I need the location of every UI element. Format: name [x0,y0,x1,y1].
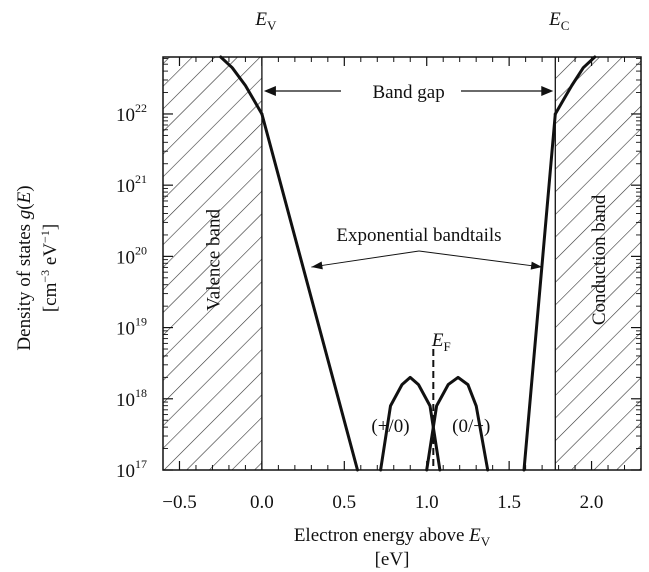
x-tick-label: 0.0 [250,492,274,513]
ec-marker-label: EC [548,9,569,33]
y-tick-label: 1021 [116,172,147,197]
dos-curve-5 [553,55,597,116]
valence-band-label: Valence band [203,209,224,311]
x-tick-label: 1.0 [415,492,439,513]
y-axis-unit: [cm−3 eV−1] [38,224,61,312]
bandtails-label: Exponential bandtails [336,225,501,246]
acceptor-state-label: (0/−) [452,416,490,437]
band-gap-arrowhead-left [263,86,276,96]
y-axis-ticks: 1017 1018 1019 1020 1021 1022 [116,58,641,482]
conduction-band-region [555,57,641,470]
x-tick-label: −0.5 [162,492,196,513]
dos-curve-4 [522,112,557,472]
bandtails-arrowhead-left [311,261,323,270]
y-tick-label: 1022 [116,101,147,126]
conduction-band-label: Conduction band [589,194,610,325]
ev-marker-label: EV [254,9,277,33]
x-tick-label: 0.5 [332,492,356,513]
donor-state-label: (+/0) [371,416,409,437]
dos-curve-2 [379,375,442,472]
band-gap-label: Band gap [372,82,444,103]
y-tick-label: 1020 [116,243,147,268]
bandtails-pointer-left [311,250,420,268]
dos-curves [219,55,597,472]
x-tick-label: 1.5 [497,492,521,513]
y-tick-label: 1019 [116,315,147,340]
y-tick-label: 1018 [116,386,147,411]
dos-curve-3 [425,375,490,472]
x-axis-unit: [eV] [375,549,410,570]
dos-curve-1 [260,112,359,472]
valence-band-region [163,57,262,470]
dos-curve-0 [219,55,264,116]
ef-marker-label: EF [431,330,451,354]
bandtails-pointer-right [418,250,543,268]
y-tick-label: 1017 [116,457,147,482]
x-axis-title: Electron energy above EV [294,525,491,549]
band-gap-arrowhead-right [541,86,554,96]
y-axis-title: Density of states g(E) [14,185,35,350]
bandtails-arrowhead-right [530,261,543,270]
x-tick-label: 2.0 [580,492,604,513]
